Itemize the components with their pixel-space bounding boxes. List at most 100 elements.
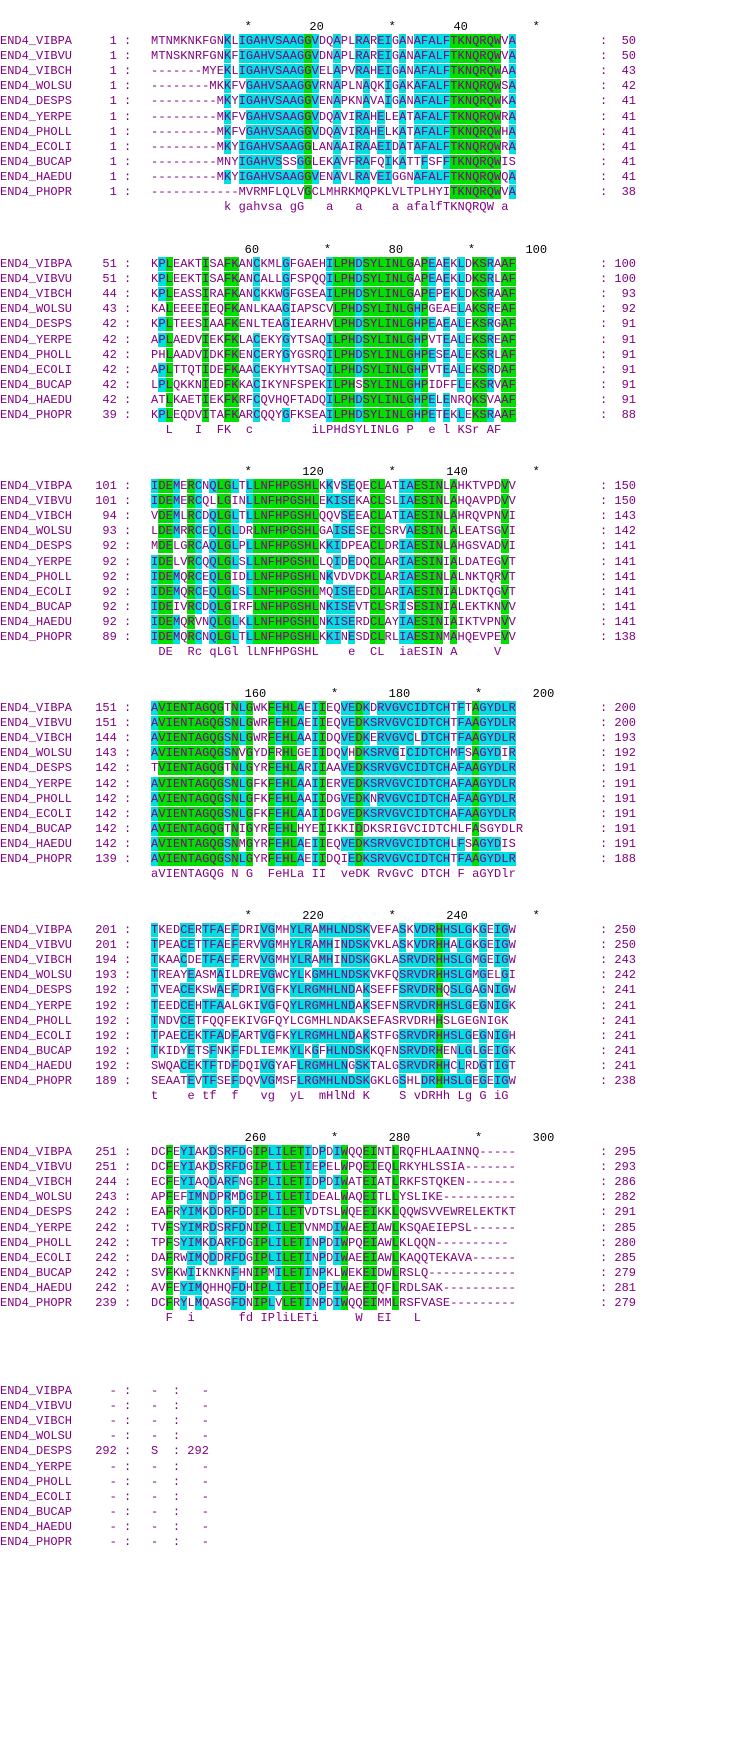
start-position: 1 : <box>88 154 132 169</box>
sequence-residues: - <box>151 1489 159 1504</box>
end-position: : 188 <box>600 852 637 866</box>
end-position: : 42 <box>600 79 637 94</box>
alignment-row: END4_BUCAP 142 : AVIENTAGQGTNIGYRFEHLHYEI… <box>0 821 730 836</box>
sequence-name: END4_HAEDU <box>0 1519 73 1534</box>
start-position: - : <box>88 1535 132 1549</box>
end-position: : 280 <box>600 1235 637 1250</box>
sequence-name: END4_DESPS <box>0 94 73 109</box>
start-position: 92 : <box>88 599 132 614</box>
consensus-line: t e tf f vg yL mHlNd K S vDRHh Lg G iG <box>151 1089 509 1104</box>
sequence-residues: - <box>151 1519 159 1534</box>
sequence-name: END4_PHOPR <box>0 1296 73 1310</box>
sequence-residues: TKEDCERTFAEFDRIVGMHYLRAMHLNDSKVEFASKVDRH… <box>151 923 516 937</box>
start-position: 142 : <box>88 761 132 776</box>
sequence-residues: KPLTEESIAAFKENLTEAGIEARHVLPHDSYLINLGHPEA… <box>151 317 516 332</box>
start-position: 92 : <box>88 554 132 569</box>
sequence-name: END4_HAEDU <box>0 392 73 407</box>
sequence-name: END4_BUCAP <box>0 1265 73 1280</box>
sequence-name: END4_VIBCH <box>0 287 73 302</box>
alignment-row: END4_HAEDU 142 : AVIENTAGQGSNMGYRFEHLAEII… <box>0 836 730 851</box>
sequence-residues: ------------MVRMFLQLVGCLMHRKMQPKLVLTPLHY… <box>151 185 516 199</box>
start-position: 42 : <box>88 362 132 377</box>
end-position: : 91 <box>600 392 637 407</box>
alignment-row: END4_VIBPA 251 : DCFEYIAKDSRFDGIPLILETIDP… <box>0 1145 730 1159</box>
end-position: : 285 <box>600 1250 637 1265</box>
sequence-residues: KPLEAKTISAFKANCKMLGFGAEHILPHDSYLINLGAPEA… <box>151 257 516 271</box>
sequence-name: END4_VIBVU <box>0 716 73 731</box>
end-position: : 250 <box>600 938 637 953</box>
alignment-row: END4_HAEDU 92 : IDEMQRVNQLGLKLLNFHPGSHLNK… <box>0 614 730 629</box>
sequence-residues: MTNSKNRFGNKFIGAHVSAAGGVDNAPLRAREIGANAFAL… <box>151 49 516 64</box>
sequence-name: END4_HAEDU <box>0 1058 73 1073</box>
end-position: : 191 <box>600 776 637 791</box>
sequence-name: END4_HAEDU <box>0 836 73 851</box>
sequence-name: END4_VIBPA <box>0 1145 73 1159</box>
sequence-residues: S <box>151 1444 159 1459</box>
start-position: 1 : <box>88 49 132 64</box>
start-position: 142 : <box>88 836 132 851</box>
end-position: : 243 <box>600 953 637 968</box>
end-position: : 143 <box>600 509 637 524</box>
alignment-row: END4_WOLSU 193 : TREAYEASMAILDREVGWCYLKGM… <box>0 968 730 983</box>
sequence-name: END4_VIBCH <box>0 1175 73 1190</box>
sequence-residues: TPAECEKTFADFARTVGFKYLRGMHLNDAKSTFGSRVDRH… <box>151 1028 516 1043</box>
start-position: 42 : <box>88 392 132 407</box>
consensus-line: aVIENTAGQG N G FeHLa II veDK RvGvC DTCH … <box>151 867 516 882</box>
consensus-line: F i fd IPliLETi W EI L <box>165 1311 421 1326</box>
alignment-row: END4_VIBPA 151 : AVIENTAGQGTNLGWKFEHLAEII… <box>0 701 730 715</box>
sequence-name: END4_YERPE <box>0 1459 73 1474</box>
start-position: 1 : <box>88 185 132 199</box>
sequence-name: END4_HAEDU <box>0 1280 73 1295</box>
start-position: 1 : <box>88 64 132 79</box>
alignment-row: END4_WOLSU - : -: - <box>0 1429 730 1443</box>
alignment-row: END4_DESPS 1 : ---------MKYIGAHVSAAGGVENA… <box>0 94 730 109</box>
sequence-residues: - <box>151 1459 159 1474</box>
sequence-residues: DCFEYIAKDSRFDGIPLILETIDPDIWQQEINTLRQFHLA… <box>151 1145 516 1159</box>
sequence-name: END4_ECOLI <box>0 1028 73 1043</box>
alignment-row: END4_BUCAP 1 : ---------MNYIGAHVSSSGGLEKA… <box>0 154 730 169</box>
end-position: : 193 <box>600 731 637 746</box>
end-position: : 91 <box>600 347 637 362</box>
alignment-row: END4_ECOLI - : -: - <box>0 1490 730 1504</box>
sequence-name: END4_WOLSU <box>0 524 73 539</box>
end-position: : 92 <box>600 302 637 317</box>
sequence-residues: IDEMERCNQLGLTLLNFHPGSHLKKVSEQECLATIAESIN… <box>151 479 516 493</box>
start-position: 93 : <box>88 524 132 539</box>
sequence-residues: AVIENTAGQGSNLGFKFEHLAAIIDGVEDKSRVGVCIDTC… <box>151 806 516 821</box>
alignment-row: END4_VIBCH 1 : -------MYEKLIGAHVSAAGGVELA… <box>0 64 730 79</box>
end-position: : - <box>172 1489 209 1504</box>
sequence-residues: TKAACDETFAEFERVVGMHYLRAMHINDSKGKLASRVDRH… <box>151 953 516 968</box>
alignment-row: END4_PHOLL - : -: - <box>0 1475 730 1489</box>
sequence-residues: - <box>151 1474 159 1489</box>
end-position: : 141 <box>600 614 637 629</box>
sequence-name: END4_BUCAP <box>0 599 73 614</box>
alignment-row: END4_WOLSU 1 : --------MKKFVGAHVSAAGGVRNA… <box>0 79 730 94</box>
start-position: 192 : <box>88 983 132 998</box>
sequence-residues: AVIENTAGQGSNLGWRFEHLAAIIDQVEDKERVGVCLDTC… <box>151 731 516 746</box>
sequence-residues: ---------MKFVGAHVSAAGGVDQAVIRAHELKATAFAL… <box>151 124 516 139</box>
end-position: : 43 <box>600 64 637 79</box>
sequence-name: END4_VIBVU <box>0 938 73 953</box>
sequence-residues: IDEIVRCDQLGIRFLNFHPGSHLNKISEVTCLSRISESIN… <box>151 599 516 614</box>
sequence-name: END4_PHOLL <box>0 1235 73 1250</box>
alignment-row: END4_PHOLL 242 : TPFSYIMKDARFDGIPLILETINP… <box>0 1235 730 1250</box>
end-position: : 50 <box>600 34 637 48</box>
sequence-name: END4_WOLSU <box>0 79 73 94</box>
end-position: : 200 <box>600 701 637 715</box>
alignment-row: END4_YERPE 192 : TEEDCEHTFAALGKIVGFQYLRGM… <box>0 998 730 1013</box>
end-position: : 91 <box>600 332 637 347</box>
start-position: - : <box>88 1429 132 1444</box>
sequence-name: END4_VIBPA <box>0 257 73 271</box>
start-position: - : <box>88 1384 132 1398</box>
sequence-name: END4_HAEDU <box>0 169 73 184</box>
end-position: : 238 <box>600 1074 637 1088</box>
alignment-row: END4_VIBCH 94 : VDEMLRCDQLGLTLLNFHPGSHLQQ… <box>0 509 730 524</box>
alignment-row: END4_BUCAP 242 : SVFKWIIKNKNFHNIPMILETINP… <box>0 1265 730 1280</box>
alignment-row: END4_VIBPA - : -: - <box>0 1384 730 1398</box>
alignment-row: END4_PHOLL 1 : ---------MKFVGAHVSAAGGVDQA… <box>0 124 730 139</box>
start-position: 242 : <box>88 1220 132 1235</box>
start-position: 242 : <box>88 1280 132 1295</box>
end-position: : 91 <box>600 317 637 332</box>
sequence-name: END4_VIBVU <box>0 494 73 509</box>
sequence-residues: AVIENTAGQGSNLGFKFEHLAAIIDGVEDKNRVGVCIDTC… <box>151 791 516 806</box>
